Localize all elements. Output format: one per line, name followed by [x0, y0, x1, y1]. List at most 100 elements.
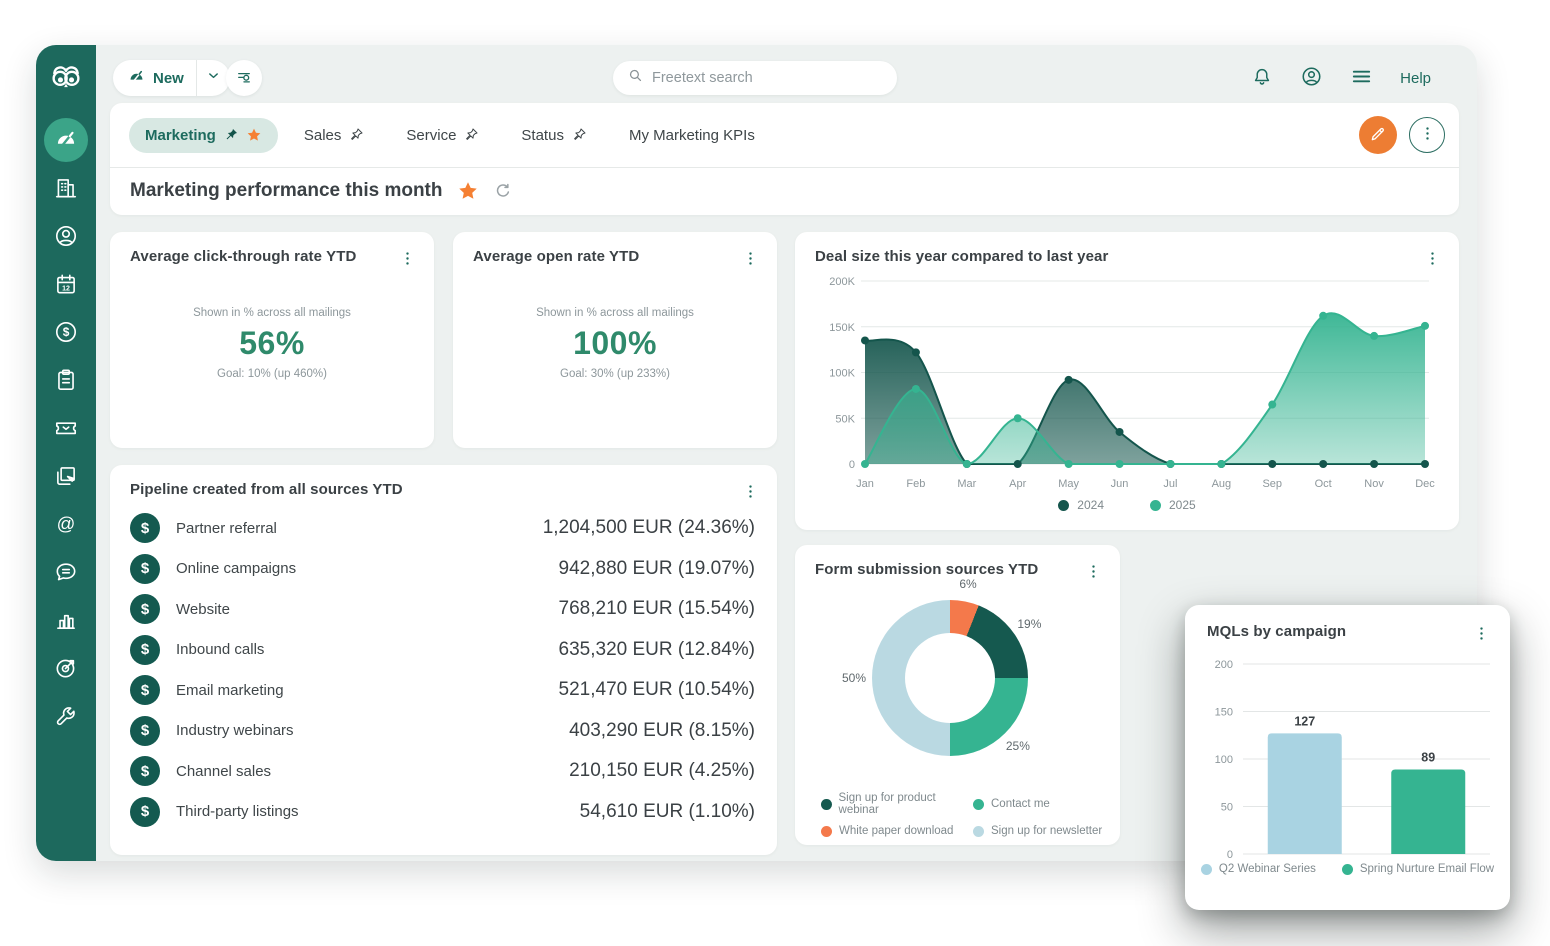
legend-item: Contact me [973, 792, 1120, 816]
main-menu-button[interactable] [1350, 65, 1373, 91]
gauge-icon [127, 67, 146, 90]
svg-text:May: May [1058, 478, 1079, 490]
pipeline-row[interactable]: $ Website 768,210 EUR (15.54%) [130, 589, 755, 630]
legend-item: 2024 [1058, 498, 1104, 512]
legend-dot-icon [973, 825, 984, 837]
sidebar-item-diary[interactable]: 12 [36, 260, 96, 308]
tab-label: Sales [303, 126, 342, 144]
svg-text:127: 127 [1294, 714, 1315, 728]
area-chart: 0 50K 100K 150K 200K Jan Feb Mar Apr May Jun Jul Aug… [829, 276, 1435, 490]
kebab-icon [1419, 125, 1436, 145]
pipeline-row[interactable]: $ Channel sales 210,150 EUR (4.25%) [130, 751, 755, 792]
pipeline-source-value: 768,210 EUR (15.54%) [558, 598, 755, 620]
svg-text:0: 0 [1227, 849, 1233, 860]
kpi-goal: Goal: 30% (up 233%) [560, 368, 670, 380]
card-menu-button[interactable] [740, 248, 761, 269]
pin-outline-icon [571, 127, 587, 143]
search-icon [627, 67, 644, 89]
notifications-button[interactable] [1251, 66, 1273, 91]
legend-label: Sign up for newsletter [991, 825, 1103, 837]
tab-my-marketing-kpis[interactable]: My Marketing KPIs [613, 118, 771, 153]
pipeline-row[interactable]: $ Email marketing 521,470 EUR (10.54%) [130, 670, 755, 711]
pipeline-source-value: 54,610 EUR (1.10%) [579, 800, 755, 822]
legend-label: 2025 [1169, 498, 1196, 512]
dollar-icon: $ [130, 675, 160, 706]
ticket-icon [53, 415, 79, 441]
dollar-icon: $ [130, 634, 160, 665]
pipeline-row[interactable]: $ Third-party listings 54,610 EUR (1.10%… [130, 792, 755, 833]
pipeline-row[interactable]: $ Inbound calls 635,320 EUR (12.84%) [130, 630, 755, 671]
search-input[interactable] [652, 70, 883, 86]
hamburger-icon [1350, 65, 1373, 91]
tab-sales[interactable]: Sales [288, 118, 381, 153]
legend-dot-icon [1058, 499, 1070, 511]
edit-dashboard-button[interactable] [1359, 116, 1397, 154]
new-button[interactable]: New [113, 60, 196, 96]
pipeline-source-label: Partner referral [176, 519, 277, 537]
superoffice-owl-logo-icon [46, 58, 86, 98]
sidebar-item-contacts[interactable] [36, 212, 96, 260]
sidebar-item-settings[interactable] [36, 692, 96, 740]
tab-marketing[interactable]: Marketing [129, 117, 278, 153]
dollar-icon: $ [130, 594, 160, 625]
new-dropdown-button[interactable] [195, 60, 230, 96]
tab-status[interactable]: Status [505, 118, 603, 153]
pipeline-source-label: Email marketing [176, 681, 284, 699]
sidebar-item-documents[interactable] [36, 452, 96, 500]
svg-text:@: @ [57, 513, 76, 534]
legend-item: Spring Nurture Email Flow [1341, 863, 1494, 875]
sidebar-nav: 12 $ [36, 116, 96, 740]
svg-text:Mar: Mar [957, 478, 976, 490]
card-menu-button[interactable] [1422, 248, 1443, 269]
donut-slice-label: 6% [959, 576, 977, 591]
pipeline-source-value: 521,470 EUR (10.54%) [558, 679, 755, 701]
legend-dot-icon [821, 798, 832, 810]
pin-outline-icon [463, 127, 479, 143]
pipeline-source-value: 403,290 EUR (8.15%) [569, 719, 755, 741]
pin-filled-icon [223, 127, 239, 143]
page-title: Marketing performance this month [130, 180, 443, 201]
svg-text:Apr: Apr [1009, 478, 1026, 490]
card-menu-button[interactable] [740, 481, 761, 502]
refresh-icon[interactable] [493, 181, 513, 201]
legend-item: White paper download [821, 825, 973, 837]
find-button[interactable] [226, 60, 262, 96]
topbar-right: Help [1251, 60, 1431, 96]
svg-text:Jun: Jun [1111, 478, 1129, 490]
pipeline-source-value: 635,320 EUR (12.84%) [558, 638, 755, 660]
pipeline-row[interactable]: $ Industry webinars 403,290 EUR (8.15%) [130, 711, 755, 752]
tab-label: Status [521, 126, 564, 144]
sidebar-item-dashboard[interactable] [36, 116, 96, 164]
svg-text:Aug: Aug [1212, 478, 1232, 490]
sidebar-item-reports[interactable] [36, 596, 96, 644]
pipeline-row[interactable]: $ Partner referral 1,204,500 EUR (24.36%… [130, 508, 755, 549]
sidebar-item-marketing[interactable] [36, 644, 96, 692]
favorite-star-icon[interactable] [457, 180, 479, 202]
chart-legend: 2024 2025 [795, 498, 1459, 512]
sidebar-item-companies[interactable] [36, 164, 96, 212]
bar-chart: 0 50 100 150 200 127 89 [1215, 659, 1490, 860]
kpi-subtitle: Shown in % across all mailings [536, 307, 694, 319]
tab-service[interactable]: Service [390, 118, 495, 153]
dashboard-menu-button[interactable] [1409, 117, 1445, 153]
card-menu-button[interactable] [1471, 623, 1492, 644]
tab-label: My Marketing KPIs [628, 126, 755, 144]
sidebar-item-mailings[interactable]: @ [36, 500, 96, 548]
help-link[interactable]: Help [1400, 69, 1431, 87]
svg-text:0: 0 [849, 459, 855, 471]
divider [110, 167, 1459, 168]
legend-label: White paper download [839, 825, 954, 837]
tab-bar: Marketing Sales Service Status My Marketing … [129, 117, 771, 153]
profile-button[interactable] [1300, 65, 1323, 91]
sidebar-item-sales[interactable]: $ [36, 308, 96, 356]
card-menu-button[interactable] [1083, 561, 1104, 582]
sidebar-item-tickets[interactable] [36, 404, 96, 452]
card-title: MQLs by campaign [1207, 623, 1347, 640]
sidebar-item-chat[interactable] [36, 548, 96, 596]
sidebar-item-projects[interactable] [36, 356, 96, 404]
card-menu-button[interactable] [397, 248, 418, 269]
svg-text:$: $ [63, 325, 70, 339]
mqls-chart-card: MQLs by campaign 0 50 100 150 200 127 89 Q2 We… [1185, 605, 1510, 910]
sidebar: 12 $ [36, 45, 96, 861]
pipeline-row[interactable]: $ Online campaigns 942,880 EUR (19.07%) [130, 549, 755, 590]
